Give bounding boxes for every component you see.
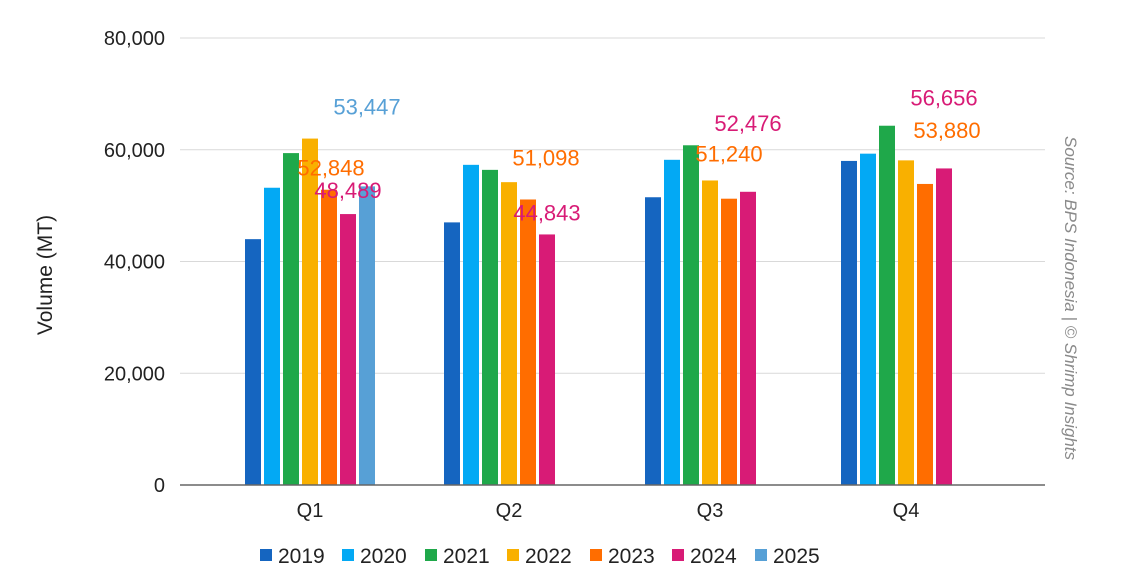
- bar-2022-Q1: [302, 138, 318, 485]
- legend-swatch: [590, 549, 602, 561]
- bar-2022-Q3: [702, 180, 718, 485]
- x-tick-label: Q4: [893, 500, 920, 522]
- legend-label: 2022: [525, 545, 572, 568]
- x-tick-label: Q2: [496, 500, 523, 522]
- bar-2023-Q3: [721, 198, 737, 485]
- legend-swatch: [507, 549, 519, 561]
- data-label: 53,447: [333, 94, 400, 119]
- bar-2019-Q3: [645, 197, 661, 485]
- data-label: 48,489: [314, 178, 381, 203]
- bar-2021-Q3: [683, 145, 699, 485]
- bar-2024-Q2: [539, 234, 555, 485]
- y-axis-ticks: 0 20,000 40,000 60,000 80,000: [104, 28, 165, 497]
- legend-swatch: [342, 549, 354, 561]
- y-tick-label: 60,000: [104, 140, 165, 162]
- bar-2023-Q1: [321, 189, 337, 486]
- bar-2025-Q1: [359, 186, 375, 486]
- bar-2024-Q4: [936, 168, 952, 485]
- data-label: 53,880: [913, 118, 980, 143]
- bar-2019-Q2: [444, 222, 460, 485]
- data-label: 52,476: [714, 111, 781, 136]
- legend-swatch: [425, 549, 437, 561]
- legend-swatch: [755, 549, 767, 561]
- y-tick-label: 80,000: [104, 28, 165, 50]
- y-tick-label: 40,000: [104, 252, 165, 274]
- bar-2019-Q1: [245, 239, 261, 485]
- data-label: 51,098: [512, 145, 579, 170]
- data-label: 51,240: [695, 142, 762, 167]
- bar-2022-Q4: [898, 160, 914, 485]
- legend-label: 2023: [608, 545, 655, 568]
- x-axis-ticks: Q1 Q2 Q3 Q4: [297, 500, 920, 522]
- y-axis-label: Volume (MT): [34, 215, 57, 335]
- data-label: 56,656: [910, 85, 977, 110]
- legend-swatch: [672, 549, 684, 561]
- legend-label: 2019: [278, 545, 325, 568]
- legend-label: 2025: [773, 545, 820, 568]
- bar-2020-Q4: [860, 153, 876, 485]
- bar-2021-Q2: [482, 169, 498, 486]
- bar-2020-Q1: [264, 187, 280, 485]
- x-tick-label: Q1: [297, 500, 324, 522]
- legend-label: 2021: [443, 545, 490, 568]
- bar-2021-Q4: [879, 125, 895, 485]
- bar-2021-Q1: [283, 153, 299, 486]
- bar-2023-Q4: [917, 183, 933, 485]
- bar-2024-Q1: [340, 214, 356, 485]
- bar-2020-Q2: [463, 164, 479, 485]
- bar-2024-Q3: [740, 191, 756, 485]
- data-label: 44,843: [513, 200, 580, 225]
- source-note: Source: BPS Indonesia | © Shrimp Insight…: [1061, 136, 1080, 461]
- y-tick-label: 0: [154, 475, 165, 497]
- bar-2020-Q3: [664, 159, 680, 485]
- legend-label: 2020: [360, 545, 407, 568]
- bar-2023-Q2: [520, 199, 536, 485]
- bar-2019-Q4: [841, 160, 857, 486]
- legend-label: 2024: [690, 545, 737, 568]
- legend-swatch: [260, 549, 272, 561]
- bar-2022-Q2: [501, 182, 517, 485]
- data-label: 52,848: [297, 156, 364, 181]
- legend: 2019 2020 2021 2022 2023 2024 2025: [260, 545, 820, 568]
- y-tick-label: 20,000: [104, 363, 165, 385]
- bars: [245, 125, 952, 486]
- x-tick-label: Q3: [697, 500, 724, 522]
